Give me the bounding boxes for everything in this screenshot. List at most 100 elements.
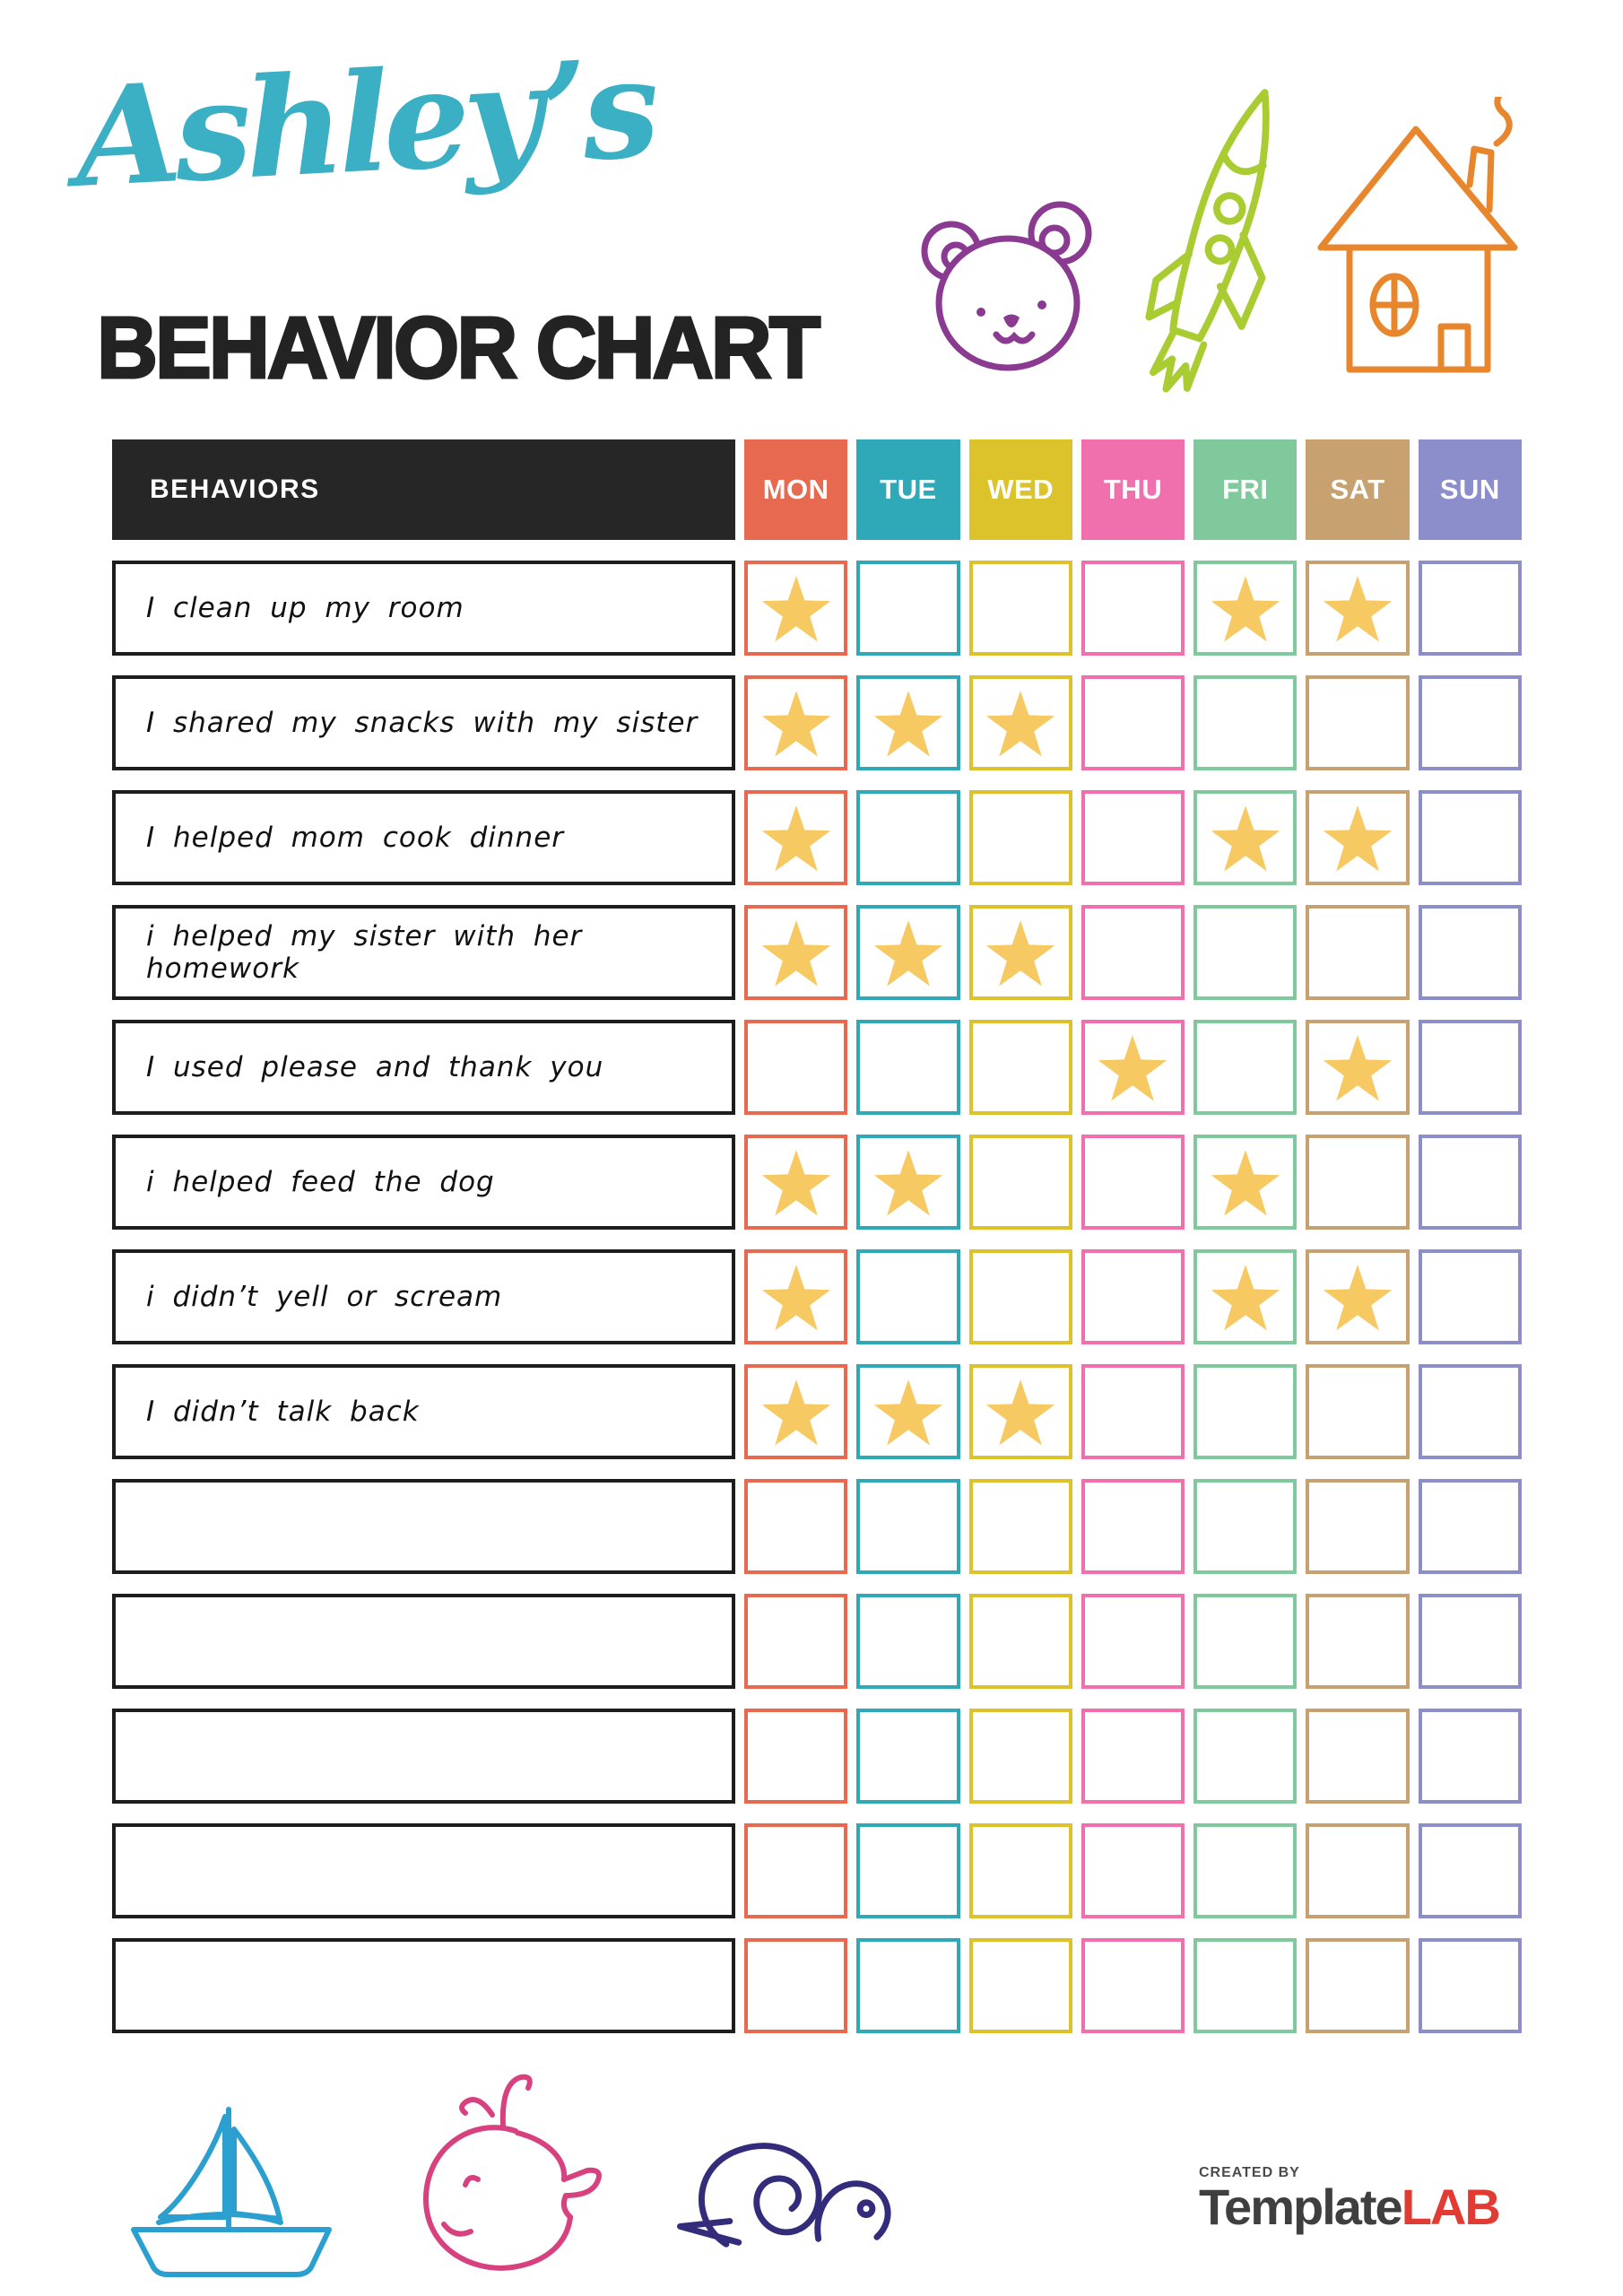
day-cell-mon[interactable]: [744, 905, 848, 1000]
day-cell-wed[interactable]: [968, 1364, 1072, 1459]
day-cell-thu[interactable]: [1081, 1479, 1185, 1574]
day-cell-thu[interactable]: [1081, 905, 1185, 1000]
day-cell-tue[interactable]: [856, 790, 960, 885]
day-cell-wed[interactable]: [968, 561, 1072, 656]
day-cell-sat[interactable]: [1306, 1823, 1410, 1918]
day-cell-wed[interactable]: [968, 1479, 1072, 1574]
day-cell-sat[interactable]: [1306, 1020, 1410, 1115]
day-cell-mon[interactable]: [744, 1020, 848, 1115]
day-cell-wed[interactable]: [968, 790, 1072, 885]
day-cell-fri[interactable]: [1193, 561, 1298, 656]
day-cell-sun[interactable]: [1418, 905, 1522, 1000]
behavior-label[interactable]: i didn’t yell or scream: [112, 1249, 735, 1344]
day-cell-thu[interactable]: [1081, 1709, 1185, 1804]
day-cell-mon[interactable]: [744, 1823, 848, 1918]
day-cell-sat[interactable]: [1306, 790, 1410, 885]
day-cell-tue[interactable]: [856, 1249, 960, 1344]
behavior-label[interactable]: I used please and thank you: [112, 1020, 735, 1115]
day-cell-mon[interactable]: [744, 1249, 848, 1344]
day-cell-wed[interactable]: [968, 1594, 1072, 1689]
day-cell-sun[interactable]: [1418, 561, 1522, 656]
day-cell-fri[interactable]: [1193, 1479, 1298, 1574]
day-cell-sun[interactable]: [1418, 1938, 1522, 2033]
day-cell-mon[interactable]: [744, 1135, 848, 1230]
behavior-label[interactable]: I helped mom cook dinner: [112, 790, 735, 885]
day-cell-sun[interactable]: [1418, 1594, 1522, 1689]
day-cell-tue[interactable]: [856, 1823, 960, 1918]
day-cell-tue[interactable]: [856, 1020, 960, 1115]
day-cell-sat[interactable]: [1306, 675, 1410, 770]
day-cell-fri[interactable]: [1193, 1823, 1298, 1918]
day-cell-sun[interactable]: [1418, 1364, 1522, 1459]
day-cell-fri[interactable]: [1193, 790, 1298, 885]
day-cell-sun[interactable]: [1418, 1823, 1522, 1918]
day-cell-sun[interactable]: [1418, 1709, 1522, 1804]
behavior-label[interactable]: i helped feed the dog: [112, 1135, 735, 1230]
day-cell-mon[interactable]: [744, 1709, 848, 1804]
day-cell-sat[interactable]: [1306, 1479, 1410, 1574]
day-cell-thu[interactable]: [1081, 675, 1185, 770]
day-cell-fri[interactable]: [1193, 1938, 1298, 2033]
day-cell-sun[interactable]: [1418, 1479, 1522, 1574]
behavior-label[interactable]: I didn’t talk back: [112, 1364, 735, 1459]
day-cell-mon[interactable]: [744, 1938, 848, 2033]
day-cell-fri[interactable]: [1193, 1249, 1298, 1344]
day-cell-wed[interactable]: [968, 1823, 1072, 1918]
day-cell-tue[interactable]: [856, 1938, 960, 2033]
day-cell-sat[interactable]: [1306, 1364, 1410, 1459]
day-cell-thu[interactable]: [1081, 1823, 1185, 1918]
day-cell-sat[interactable]: [1306, 1135, 1410, 1230]
day-cell-wed[interactable]: [968, 1249, 1072, 1344]
day-cell-wed[interactable]: [968, 1135, 1072, 1230]
day-cell-tue[interactable]: [856, 1709, 960, 1804]
day-cell-sat[interactable]: [1306, 1709, 1410, 1804]
day-cell-tue[interactable]: [856, 905, 960, 1000]
day-cell-sun[interactable]: [1418, 1020, 1522, 1115]
behavior-label[interactable]: [112, 1479, 735, 1574]
behavior-label[interactable]: I shared my snacks with my sister: [112, 675, 735, 770]
day-cell-sun[interactable]: [1418, 1135, 1522, 1230]
day-cell-thu[interactable]: [1081, 1938, 1185, 2033]
day-cell-sat[interactable]: [1306, 1594, 1410, 1689]
day-cell-fri[interactable]: [1193, 1020, 1298, 1115]
behavior-label[interactable]: i helped my sister with her homework: [112, 905, 735, 1000]
day-cell-thu[interactable]: [1081, 1020, 1185, 1115]
day-cell-tue[interactable]: [856, 1135, 960, 1230]
day-cell-sat[interactable]: [1306, 561, 1410, 656]
day-cell-wed[interactable]: [968, 1709, 1072, 1804]
day-cell-tue[interactable]: [856, 675, 960, 770]
day-cell-fri[interactable]: [1193, 1594, 1298, 1689]
day-cell-sat[interactable]: [1306, 1249, 1410, 1344]
day-cell-wed[interactable]: [968, 1020, 1072, 1115]
templatelab-logo[interactable]: CREATED BY TemplateLAB: [1199, 2165, 1522, 2234]
behavior-label[interactable]: [112, 1823, 735, 1918]
day-cell-tue[interactable]: [856, 561, 960, 656]
day-cell-mon[interactable]: [744, 790, 848, 885]
day-cell-sun[interactable]: [1418, 790, 1522, 885]
day-cell-sat[interactable]: [1306, 905, 1410, 1000]
day-cell-tue[interactable]: [856, 1594, 960, 1689]
day-cell-fri[interactable]: [1193, 1135, 1298, 1230]
day-cell-mon[interactable]: [744, 1364, 848, 1459]
day-cell-mon[interactable]: [744, 1594, 848, 1689]
day-cell-wed[interactable]: [968, 1938, 1072, 2033]
day-cell-thu[interactable]: [1081, 790, 1185, 885]
day-cell-thu[interactable]: [1081, 1594, 1185, 1689]
day-cell-mon[interactable]: [744, 1479, 848, 1574]
day-cell-thu[interactable]: [1081, 1135, 1185, 1230]
day-cell-thu[interactable]: [1081, 1364, 1185, 1459]
day-cell-fri[interactable]: [1193, 905, 1298, 1000]
day-cell-sun[interactable]: [1418, 675, 1522, 770]
behavior-label[interactable]: [112, 1709, 735, 1804]
behavior-label[interactable]: [112, 1594, 735, 1689]
day-cell-thu[interactable]: [1081, 1249, 1185, 1344]
day-cell-mon[interactable]: [744, 561, 848, 656]
behavior-label[interactable]: I clean up my room: [112, 561, 735, 656]
day-cell-thu[interactable]: [1081, 561, 1185, 656]
day-cell-tue[interactable]: [856, 1364, 960, 1459]
day-cell-sat[interactable]: [1306, 1938, 1410, 2033]
day-cell-fri[interactable]: [1193, 1709, 1298, 1804]
day-cell-fri[interactable]: [1193, 675, 1298, 770]
day-cell-tue[interactable]: [856, 1479, 960, 1574]
day-cell-wed[interactable]: [968, 675, 1072, 770]
